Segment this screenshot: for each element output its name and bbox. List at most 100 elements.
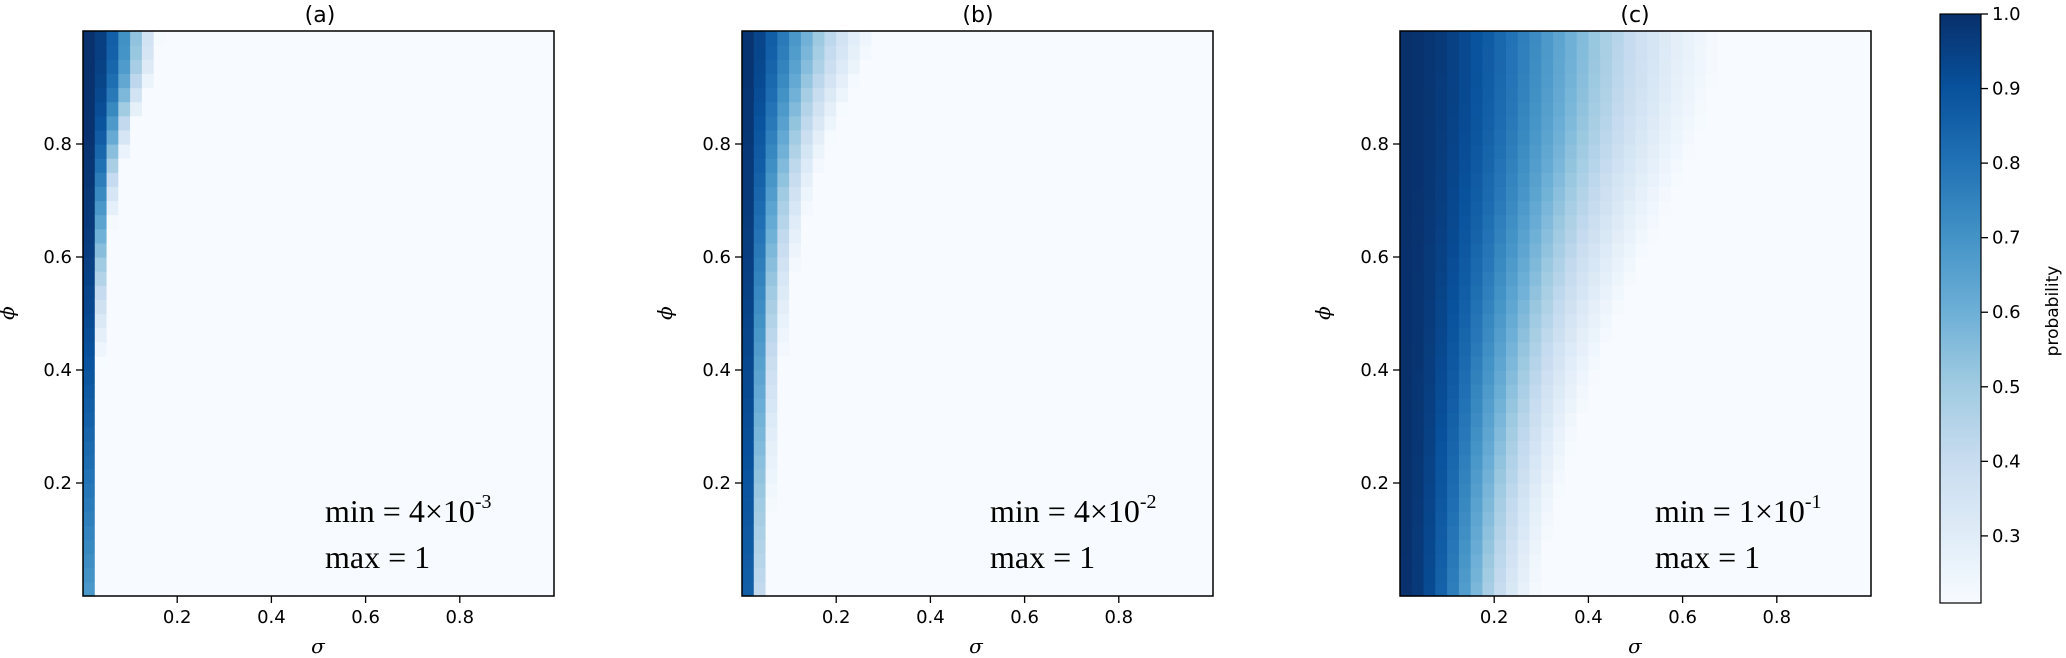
heatmap-cell [259, 525, 273, 541]
heatmap-cell [153, 567, 167, 583]
heatmap-cell [1118, 454, 1132, 470]
heatmap-cell [1541, 200, 1554, 216]
heatmap-cell [1001, 483, 1014, 498]
heatmap-cell [1541, 483, 1554, 498]
heatmap-cell [400, 172, 414, 187]
heatmap-cell [212, 45, 225, 60]
heatmap-cell [483, 87, 496, 103]
heatmap-cell [141, 539, 155, 555]
heatmap-cell [847, 327, 861, 343]
heatmap-cell [1600, 45, 1613, 60]
heatmap-cell [1517, 525, 1531, 541]
heatmap-cell [436, 200, 449, 216]
heatmap-cell [1130, 59, 1143, 74]
heatmap-cell [1564, 129, 1578, 145]
heatmap-cell [1600, 31, 1613, 46]
heatmap-cell [130, 398, 143, 413]
heatmap-cell [1201, 299, 1214, 315]
heatmap-cell [918, 115, 932, 131]
heatmap-cell [83, 129, 96, 145]
heatmap-cell [1623, 59, 1637, 74]
heatmap-cell [353, 186, 367, 202]
heatmap-cell [1423, 440, 1436, 456]
heatmap-cell [871, 285, 884, 300]
heatmap-cell [953, 257, 967, 272]
heatmap-cell [847, 285, 861, 300]
heatmap-cell [1012, 172, 1026, 187]
heatmap-cell [1036, 101, 1049, 117]
heatmap-cell [188, 200, 202, 216]
heatmap-cell [836, 412, 849, 428]
heatmap-cell [141, 384, 155, 399]
heatmap-cell [1505, 581, 1519, 597]
heatmap-cell [1505, 468, 1519, 484]
heatmap-cell [1600, 73, 1613, 89]
heatmap-cell [1154, 567, 1167, 583]
heatmap-cell [1189, 525, 1202, 541]
heatmap-cell [342, 257, 355, 272]
heatmap-cell [153, 412, 167, 428]
heatmap-cell [989, 525, 1002, 541]
heatmap-cell [1635, 581, 1648, 597]
heatmap-cell [1670, 186, 1684, 202]
heatmap-cell [1130, 228, 1143, 244]
heatmap-cell [918, 200, 932, 216]
y-tick-label: 0.4 [702, 360, 731, 381]
heatmap-cell [1001, 31, 1014, 46]
heatmap-cell [400, 581, 414, 597]
heatmap-cell [765, 539, 778, 555]
heatmap-cell [1435, 299, 1448, 315]
heatmap-cell [330, 398, 343, 413]
heatmap-cell [1788, 242, 1801, 258]
heatmap-cell [777, 370, 790, 385]
heatmap-cell [83, 285, 96, 300]
heatmap-cell [777, 73, 790, 89]
heatmap-cell [1800, 285, 1813, 300]
heatmap-cell [236, 200, 249, 216]
heatmap-cell [1847, 511, 1860, 526]
heatmap-cell [1823, 73, 1837, 89]
heatmap-cell [965, 525, 979, 541]
heatmap-cell [377, 553, 390, 569]
heatmap-cell [247, 45, 261, 60]
heatmap-cell [895, 129, 908, 145]
heatmap-cell [342, 271, 355, 286]
heatmap-cell [377, 497, 390, 512]
heatmap-cell [1812, 299, 1825, 315]
heatmap-cell [424, 341, 437, 357]
heatmap-cell [1859, 257, 1872, 272]
heatmap-cell [942, 384, 955, 399]
heatmap-cell [765, 158, 778, 173]
heatmap-cell [1682, 285, 1695, 300]
heatmap-cell [1400, 87, 1413, 103]
heatmap-cell [953, 355, 967, 371]
heatmap-cell [1517, 384, 1531, 399]
heatmap-cell [918, 158, 932, 173]
heatmap-cell [1564, 468, 1578, 484]
heatmap-cell [518, 186, 532, 202]
heatmap-cell [1411, 341, 1425, 357]
heatmap-cell [283, 483, 296, 498]
heatmap-cell [448, 497, 461, 512]
heatmap-cell [106, 511, 119, 526]
heatmap-cell [1529, 398, 1542, 413]
heatmap-cell [1423, 454, 1436, 470]
heatmap-cell [1823, 87, 1837, 103]
heatmap-cell [859, 101, 873, 117]
heatmap-cell [765, 31, 778, 46]
heatmap-cell [800, 257, 814, 272]
heatmap-cell [389, 242, 402, 258]
heatmap-cell [188, 129, 202, 145]
heatmap-cell [318, 511, 331, 526]
heatmap-cell [1812, 313, 1825, 329]
heatmap-cell [1001, 327, 1014, 343]
heatmap-cell [1083, 440, 1096, 456]
heatmap-cell [1177, 45, 1191, 60]
heatmap-cell [871, 45, 884, 60]
heatmap-cell [789, 101, 802, 117]
heatmap-cell [1059, 440, 1073, 456]
heatmap-cell [118, 228, 131, 244]
heatmap-cell [1670, 454, 1684, 470]
heatmap-cell [742, 115, 755, 131]
heatmap-cell [1177, 31, 1191, 46]
